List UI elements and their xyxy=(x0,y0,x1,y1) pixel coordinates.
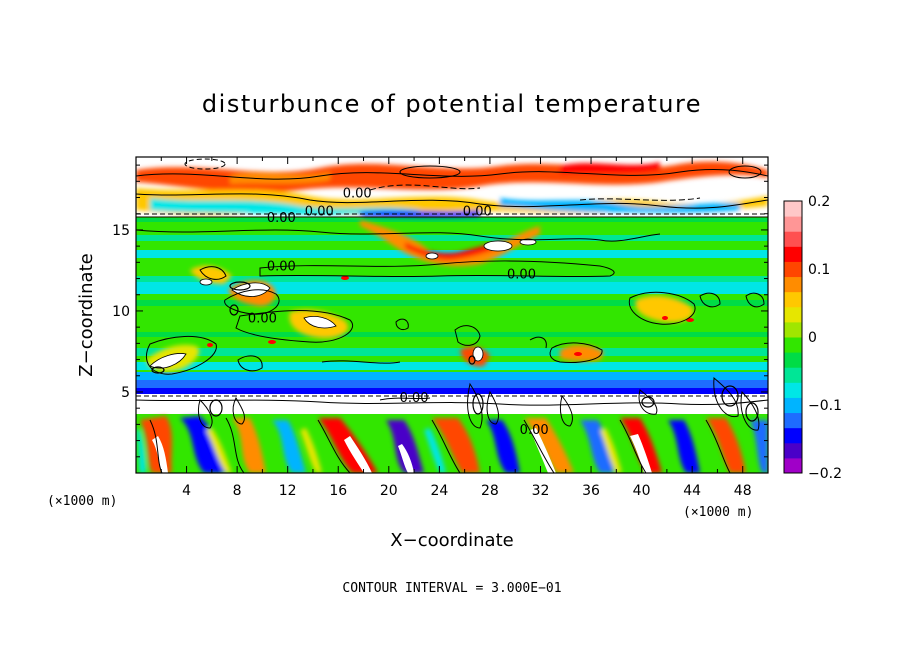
x-tick-label: 36 xyxy=(582,483,600,499)
plot-frame xyxy=(135,156,769,474)
mid-patches xyxy=(146,265,694,372)
contour-interval-footer: CONTOUR INTERVAL = 3.000E−01 xyxy=(342,581,561,596)
colorbar-swatch xyxy=(784,427,802,444)
band-white-lower xyxy=(136,394,768,414)
mid-closed-cells xyxy=(151,281,476,374)
y-tick-label: 5 xyxy=(121,385,130,401)
colorbar-swatch xyxy=(784,216,802,232)
heatmap-field xyxy=(136,157,768,473)
chart-title: disturbunce of potential temperature xyxy=(202,90,702,118)
colorbar-swatch xyxy=(784,352,802,368)
colorbar-swatch xyxy=(784,276,802,293)
upper-plume-cells xyxy=(425,238,537,260)
contour-label: 0.00 xyxy=(463,204,492,219)
upper-wave-colors xyxy=(136,161,768,217)
band-green-3 xyxy=(136,332,768,337)
band-green-2 xyxy=(136,300,768,306)
x-tick-label: 16 xyxy=(329,483,347,499)
band-cyan-2 xyxy=(136,282,768,294)
x-tick-label: 48 xyxy=(734,483,752,499)
y-tick-label: 10 xyxy=(112,304,130,320)
band-blue-1 xyxy=(136,372,768,380)
colorbar-tick-label: 0.2 xyxy=(808,194,830,210)
x-tick-label: 8 xyxy=(233,483,242,499)
colorbar-tick-label: 0.1 xyxy=(808,262,830,278)
x-tick-label: 12 xyxy=(279,483,297,499)
x-unit-right: (×1000 m) xyxy=(683,505,753,520)
colorbar-swatch xyxy=(784,367,802,383)
x-tick-label: 4 xyxy=(182,483,191,499)
x-tick-label: 28 xyxy=(481,483,499,499)
upper-contours xyxy=(136,158,768,218)
colorbar-swatch xyxy=(784,337,802,353)
contour-label: 0.00 xyxy=(248,311,277,326)
colorbar-swatch xyxy=(784,231,802,247)
band-cyan-3 xyxy=(136,362,768,370)
x-tick-label: 24 xyxy=(430,483,448,499)
colorbar-swatch xyxy=(784,201,802,217)
colorbar-swatch xyxy=(784,457,802,474)
colorbar-swatch xyxy=(784,246,802,262)
colorbar-frame xyxy=(783,200,803,474)
x-axis-label: X−coordinate xyxy=(390,530,513,551)
colorbar-swatch xyxy=(784,261,802,278)
lower-turbulence xyxy=(136,414,768,473)
colorbar-tick-labels: 0.2 0.1 0 −0.1 −0.2 xyxy=(808,194,842,482)
y-axis-ticks: 5 10 15 xyxy=(112,164,768,458)
x-unit-left: (×1000 m) xyxy=(47,494,117,509)
colorbar xyxy=(784,201,802,474)
x-tick-label: 32 xyxy=(532,483,550,499)
x-tick-label: 40 xyxy=(633,483,651,499)
contour-labels: 0.00 0.00 0.00 0.00 0.00 0.00 0.00 0.00 0.00 xyxy=(248,187,549,439)
band-green-1 xyxy=(136,218,768,222)
x-tick-label: 44 xyxy=(683,483,701,499)
contour-label: 0.00 xyxy=(400,391,429,406)
colorbar-tick-label: −0.2 xyxy=(808,466,842,482)
colorbar-swatch xyxy=(784,291,802,308)
colorbar-swatch xyxy=(784,397,802,414)
band-teal-1 xyxy=(136,235,768,241)
contour-label: 0.00 xyxy=(267,211,296,226)
contour-label: 0.00 xyxy=(343,187,372,202)
lower-contours xyxy=(136,376,768,473)
band-blue-3 xyxy=(136,388,768,394)
contour-label: 0.00 xyxy=(267,260,296,275)
colorbar-swatch xyxy=(784,442,802,459)
contour-label: 0.00 xyxy=(520,423,549,438)
x-axis-ticks: 4 8 12 16 20 24 28 32 36 40 44 48 xyxy=(160,157,752,499)
colorbar-swatch xyxy=(784,382,802,398)
colorbar-tick-label: 0 xyxy=(808,330,817,346)
contour-label: 0.00 xyxy=(305,204,334,219)
colorbar-swatch xyxy=(784,412,802,429)
mid-contours xyxy=(136,229,765,375)
colorbar-swatch xyxy=(784,306,802,323)
contour-label: 0.00 xyxy=(507,268,536,283)
lower-closed-cells xyxy=(209,385,759,422)
y-axis-label: Z−coordinate xyxy=(76,253,97,376)
x-tick-label: 20 xyxy=(380,483,398,499)
band-teal-2 xyxy=(136,276,768,282)
band-teal-3 xyxy=(136,348,768,356)
colorbar-tick-label: −0.1 xyxy=(808,398,842,414)
band-blue-2 xyxy=(136,380,768,388)
y-tick-label: 15 xyxy=(112,223,130,239)
colorbar-swatch xyxy=(784,321,802,338)
